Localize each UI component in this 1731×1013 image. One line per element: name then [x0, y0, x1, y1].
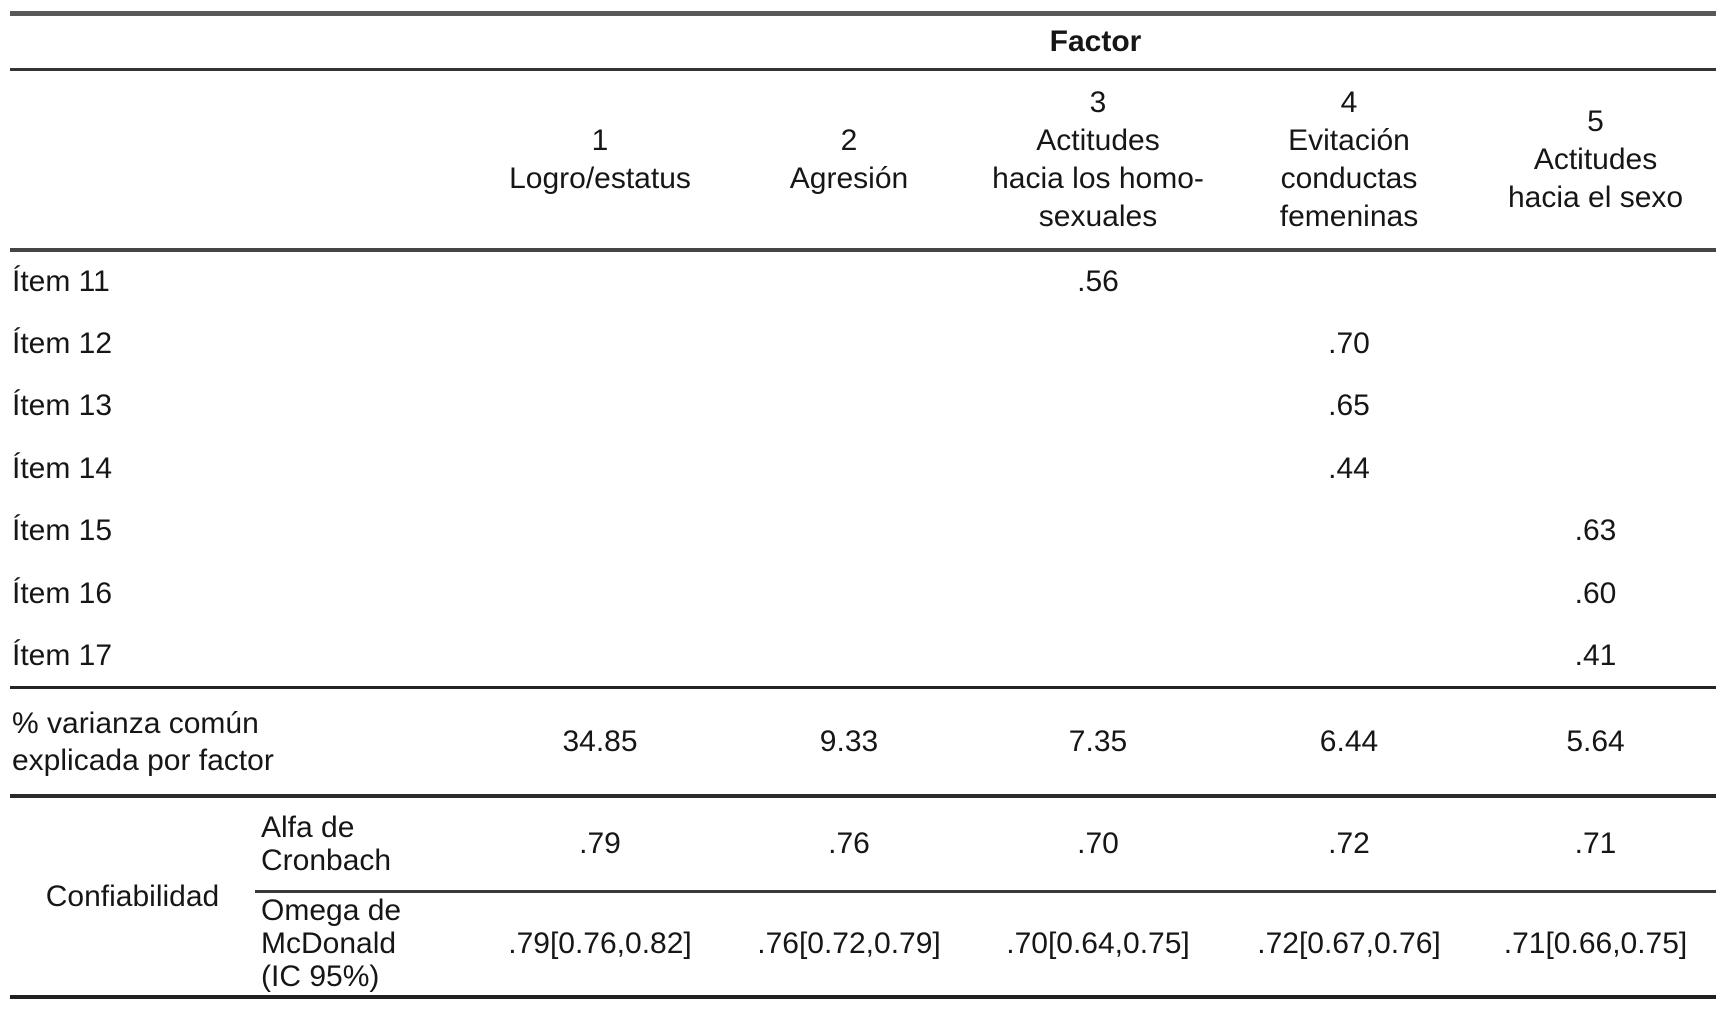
table-header-row: 1 Logro/estatus 2 Agresión 3 Actitudes h… — [10, 69, 1717, 253]
variance-cell: 5.64 — [1475, 686, 1717, 799]
loading-cell: .63 — [1574, 514, 1617, 548]
loading-cell — [475, 563, 725, 625]
loading-cell — [475, 375, 725, 437]
item-label: Ítem 15 — [12, 514, 113, 548]
item-label: Ítem 14 — [12, 451, 113, 485]
column-header-factor-2: 2 Agresión — [725, 69, 973, 253]
loading-cell — [475, 313, 725, 375]
alpha-row: Confiabilidad Alfa de Cronbach .79 .76 .… — [10, 796, 1717, 913]
table-row: Ítem 14 .44 — [10, 438, 1716, 500]
item-label: Ítem 16 — [12, 576, 113, 610]
loading-cell — [725, 500, 973, 562]
variance-cell: 9.33 — [725, 686, 973, 799]
loading-cell: .70 — [1328, 326, 1370, 360]
table-row: Ítem 13 .65 — [10, 375, 1716, 437]
loading-cell — [1223, 563, 1475, 625]
factor-analysis-table: Factor 1 Logro/estatus 2 Agresión 3 Acti… — [10, 11, 1717, 999]
loading-cell — [1223, 500, 1475, 562]
header-empty-cell — [10, 69, 475, 253]
alpha-cell: .72 — [1223, 796, 1475, 893]
loading-cell — [973, 625, 1223, 687]
loading-cell — [725, 438, 973, 500]
omega-row-label: Omega de McDonald (IC 95%) — [261, 894, 402, 994]
variance-row: % varianza común explicada por factor 34… — [10, 686, 1717, 799]
loading-cell — [725, 625, 973, 687]
loading-cell — [725, 313, 973, 375]
loading-cell — [725, 563, 973, 625]
loading-cell — [475, 438, 725, 500]
loading-cell — [973, 313, 1223, 375]
loading-cell: .41 — [1574, 638, 1617, 672]
loading-cell — [475, 625, 725, 687]
item-label: Ítem 13 — [12, 389, 113, 423]
loading-cell — [725, 375, 973, 437]
loading-cell: .65 — [1328, 389, 1370, 423]
table-row: Ítem 12 .70 — [10, 313, 1716, 375]
item-label: Ítem 11 — [12, 265, 110, 299]
table-spanner-row: Factor — [10, 13, 1717, 72]
loading-cell: .44 — [1328, 451, 1370, 485]
omega-row: Omega de McDonald (IC 95%) .79[0.76,0.82… — [10, 891, 1716, 997]
spanner-empty-cell — [10, 13, 475, 72]
variance-cell: 7.35 — [973, 686, 1223, 799]
loading-cell — [1223, 625, 1475, 687]
loading-cell — [475, 500, 725, 562]
loading-cell — [973, 438, 1223, 500]
alpha-row-label: Alfa de Cronbach — [255, 796, 475, 893]
loading-cell — [973, 563, 1223, 625]
column-header-factor-4: 4 Evitación conductas femeninas — [1223, 69, 1475, 253]
variance-cell: 34.85 — [475, 686, 725, 799]
omega-cell: .79[0.76,0.82] — [508, 926, 692, 960]
reliability-group-label: Confiabilidad — [45, 879, 220, 913]
table-row: Ítem 16 .60 — [10, 563, 1716, 625]
item-label: Ítem 17 — [12, 638, 113, 672]
omega-cell: .72[0.67,0.76] — [1257, 926, 1441, 960]
loading-cell — [1475, 313, 1716, 375]
table-row: Ítem 15 .63 — [10, 500, 1716, 562]
loading-cell — [725, 250, 973, 312]
loading-cell: .60 — [1574, 576, 1617, 610]
column-header-factor-5: 5 Actitudes hacia el sexo — [1475, 69, 1717, 253]
variance-cell: 6.44 — [1223, 686, 1475, 799]
omega-cell: .70[0.64,0.75] — [1006, 926, 1190, 960]
variance-row-label: % varianza común explicada por factor — [10, 686, 475, 799]
loading-cell — [1475, 250, 1716, 312]
item-label: Ítem 12 — [12, 326, 113, 360]
table-row: Ítem 17 .41 — [10, 625, 1716, 687]
loading-cell — [1475, 375, 1716, 437]
alpha-cell: .70 — [973, 796, 1223, 893]
loading-cell — [973, 500, 1223, 562]
loading-cell: .56 — [1077, 265, 1119, 299]
alpha-cell: .71 — [1475, 796, 1717, 893]
loading-cell — [1223, 250, 1475, 312]
column-header-factor-3: 3 Actitudes hacia los homo- sexuales — [973, 69, 1223, 253]
table-row: Ítem 11 .56 — [10, 250, 1716, 312]
omega-cell: .76[0.72,0.79] — [757, 926, 941, 960]
loading-cell — [973, 375, 1223, 437]
alpha-cell: .79 — [475, 796, 725, 893]
alpha-cell: .76 — [725, 796, 973, 893]
column-header-factor-1: 1 Logro/estatus — [475, 69, 725, 253]
omega-cell: .71[0.66,0.75] — [1503, 926, 1688, 960]
loading-cell — [475, 250, 725, 312]
factor-spanner-heading: Factor — [475, 13, 1717, 72]
loading-cell — [1475, 438, 1716, 500]
